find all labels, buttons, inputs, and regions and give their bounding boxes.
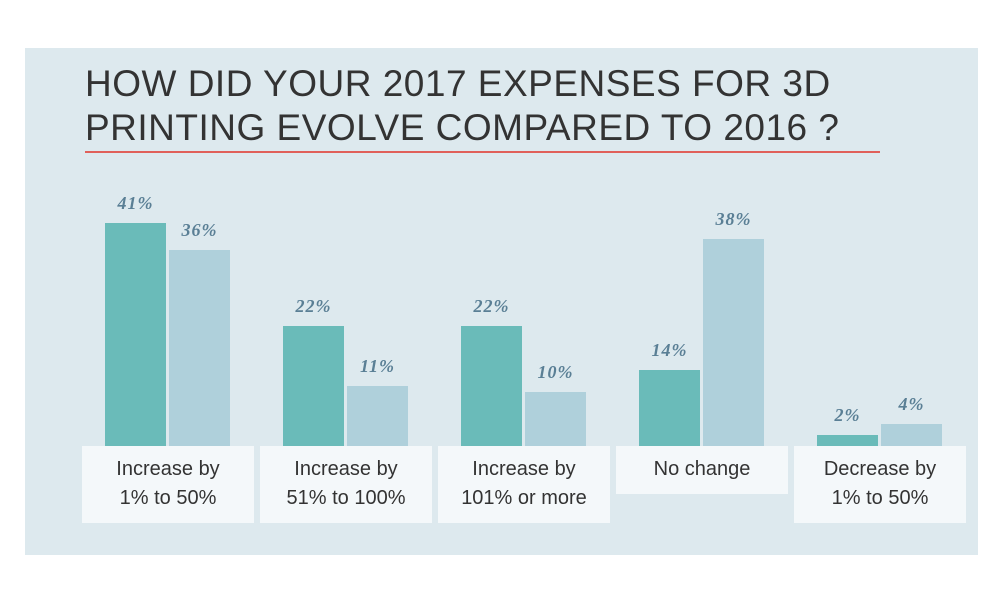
value-label: 38% bbox=[715, 208, 752, 229]
value-label: 14% bbox=[651, 339, 688, 360]
bar bbox=[817, 435, 878, 446]
value-label: 4% bbox=[898, 394, 925, 415]
value-label: 10% bbox=[537, 361, 574, 382]
category-label: Increase by 1% to 50% bbox=[82, 446, 254, 523]
bar bbox=[881, 424, 942, 446]
category-label: Increase by 51% to 100% bbox=[260, 446, 432, 523]
bar bbox=[525, 391, 586, 446]
bar bbox=[461, 326, 522, 446]
category-label: Decrease by 1% to 50% bbox=[794, 446, 966, 523]
value-label: 11% bbox=[359, 356, 395, 377]
category-label: No change bbox=[616, 446, 788, 494]
value-label: 41% bbox=[117, 192, 154, 213]
chart-title: HOW DID YOUR 2017 EXPENSES FOR 3D PRINTI… bbox=[85, 63, 840, 148]
value-label: 22% bbox=[473, 296, 510, 317]
bar bbox=[347, 386, 408, 446]
value-label: 2% bbox=[834, 405, 861, 426]
bar bbox=[169, 249, 230, 446]
title-underline bbox=[85, 151, 880, 153]
category-label: Increase by 101% or more bbox=[438, 446, 610, 523]
bar bbox=[105, 222, 166, 446]
bar bbox=[703, 238, 764, 446]
value-label: 36% bbox=[181, 219, 218, 240]
value-label: 22% bbox=[295, 296, 332, 317]
bar bbox=[283, 326, 344, 446]
bar bbox=[639, 369, 700, 446]
